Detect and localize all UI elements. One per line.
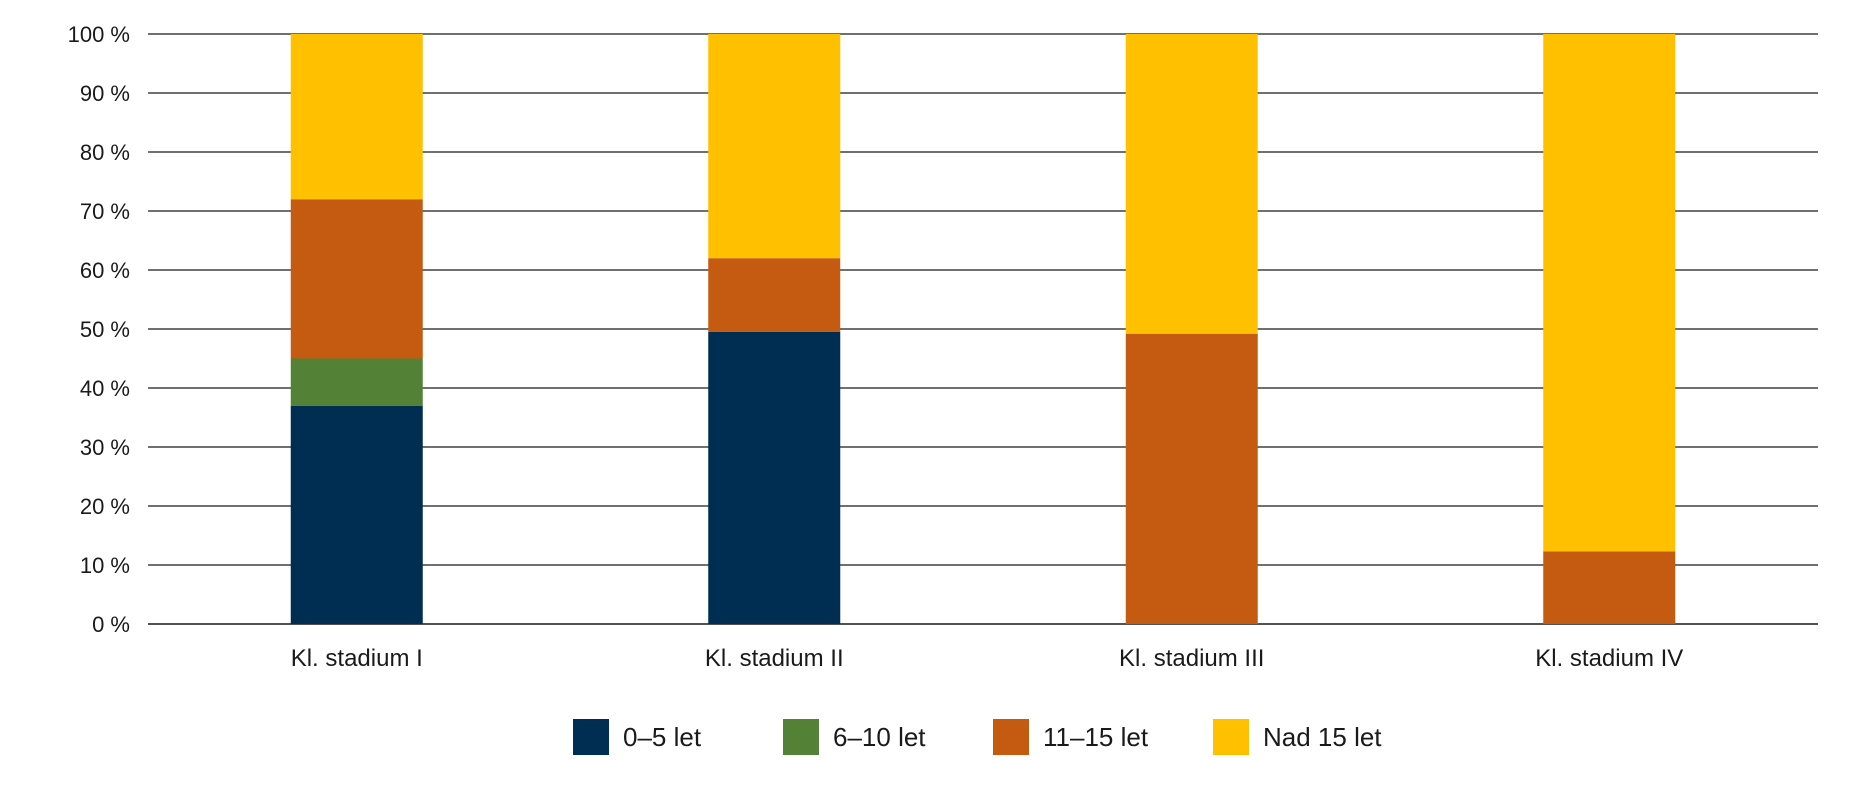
legend-label: 11–15 let <box>1043 722 1149 752</box>
x-category-label: Kl. stadium IV <box>1535 645 1683 672</box>
y-tick-label: 0 % <box>92 612 130 637</box>
legend-label: 0–5 let <box>623 722 702 752</box>
y-tick-label: 50 % <box>80 317 130 342</box>
bar-segment <box>1543 34 1676 552</box>
legend-swatch <box>993 719 1029 755</box>
bar-segment <box>290 405 423 624</box>
bar-segment <box>708 34 841 259</box>
y-tick-label: 20 % <box>80 494 130 519</box>
y-tick-label: 60 % <box>80 258 130 283</box>
y-tick-label: 10 % <box>80 553 130 578</box>
x-category-label: Kl. stadium I <box>291 645 423 672</box>
legend: 0–5 let 6–10 let 11–15 let Nad 15 let <box>573 719 1382 755</box>
bar-segment <box>290 358 423 406</box>
x-category-label: Kl. stadium II <box>705 645 844 672</box>
x-axis-category-labels: Kl. stadium I Kl. stadium II Kl. stadium I… <box>291 645 1684 672</box>
legend-swatch <box>783 719 819 755</box>
y-tick-label: 100 % <box>68 22 130 47</box>
x-category-label: Kl. stadium III <box>1119 645 1264 672</box>
y-tick-label: 70 % <box>80 199 130 224</box>
legend-swatch <box>1213 719 1249 755</box>
legend-label: 6–10 let <box>833 722 926 752</box>
legend-label: Nad 15 let <box>1263 722 1382 752</box>
bar-segment <box>1543 551 1676 624</box>
bars <box>290 34 1676 624</box>
bar-segment <box>708 331 841 624</box>
bar-segment <box>290 34 423 200</box>
y-tick-label: 90 % <box>80 81 130 106</box>
bar-segment <box>708 258 841 332</box>
bar-segment <box>290 199 423 359</box>
y-tick-label: 40 % <box>80 376 130 401</box>
legend-swatch <box>573 719 609 755</box>
y-axis-tick-labels: 0 % 10 % 20 % 30 % 40 % 50 % 60 % 70 % 80 % 90 % 1… <box>68 22 130 637</box>
bar-segment <box>1125 333 1258 624</box>
y-tick-label: 80 % <box>80 140 130 165</box>
y-tick-label: 30 % <box>80 435 130 460</box>
bar-segment <box>1125 34 1258 334</box>
gridlines <box>148 33 1818 625</box>
